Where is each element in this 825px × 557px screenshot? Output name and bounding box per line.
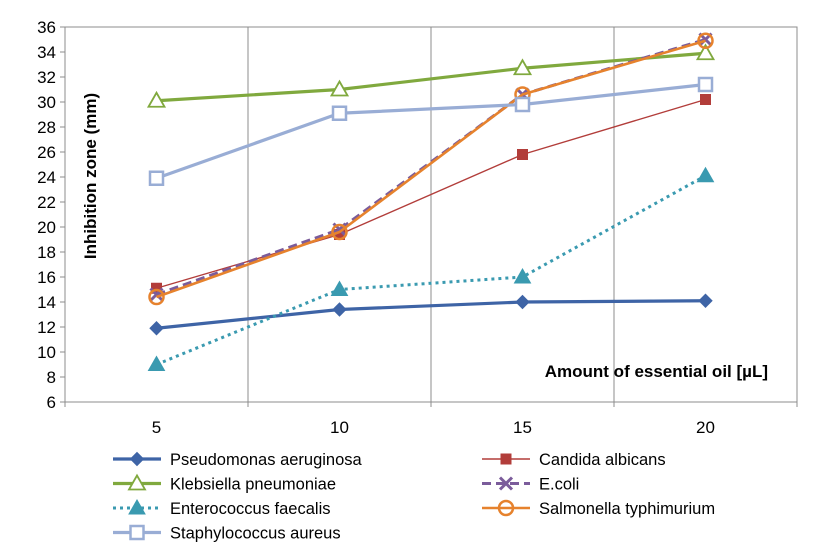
data-point (332, 302, 347, 317)
series-line (155, 82, 706, 180)
legend-label: E.coli (539, 476, 579, 494)
legend-label: Staphylococcus aureus (170, 525, 341, 543)
series-salmonella-typhimurium (148, 32, 714, 306)
data-point (331, 223, 348, 241)
y-tick-label: 26 (37, 143, 56, 162)
legend-entry: Staphylococcus aureus (113, 525, 341, 543)
legend-swatch-marker (129, 451, 145, 467)
legend-swatch-marker (498, 476, 514, 491)
data-point (148, 170, 165, 186)
legend-entry: Pseudomonas aeruginosa (113, 451, 363, 469)
y-tick-label: 14 (37, 293, 56, 312)
data-point (695, 43, 716, 61)
data-point (698, 293, 713, 308)
data-point (148, 288, 165, 306)
y-axis-title: Inhibition zone (mm) (81, 93, 100, 259)
x-tick-label: 5 (152, 418, 161, 437)
y-tick-label: 12 (37, 318, 56, 337)
legend-label: Klebsiella pneumoniae (170, 476, 336, 494)
legend-entry: Enterococcus faecalis (113, 498, 331, 518)
series-klebsiella-pneumoniae (146, 43, 716, 108)
legend-entry: Klebsiella pneumoniae (113, 473, 336, 494)
legend-swatch-marker (127, 473, 147, 491)
data-point (696, 166, 715, 183)
data-point (149, 321, 164, 336)
grid (247, 27, 615, 402)
legend-swatch-marker (497, 499, 515, 517)
y-tick-label: 20 (37, 218, 56, 237)
x-axis-title: Amount of essential oil [µL] (545, 362, 768, 381)
legend-label: Enterococcus faecalis (170, 500, 331, 518)
legend-label: Candida albicans (539, 451, 666, 469)
legend-entry: Salmonella typhimurium (482, 499, 715, 518)
legend: Pseudomonas aeruginosa Candida albicans Kl… (113, 451, 715, 543)
legend-swatch-marker (500, 453, 512, 465)
y-tick-label: 22 (37, 193, 56, 212)
data-point (515, 294, 530, 310)
series-enterococcus-faecalis (147, 166, 715, 371)
data-point (513, 267, 532, 284)
y-tick-label: 6 (47, 393, 56, 412)
y-tick-label: 30 (37, 93, 56, 112)
data-point (512, 58, 533, 76)
data-point (700, 94, 711, 105)
legend-entry: E.coli (482, 476, 579, 494)
labels: Inhibition zone (mm) Amount of essential… (81, 93, 768, 381)
data-point (331, 105, 348, 121)
axes: 6 8 10 12 14 16 18 20 22 24 26 28 30 32 34 36 5 10 15 20 (37, 18, 798, 437)
x-tick-label: 15 (513, 418, 532, 437)
data-point (697, 76, 714, 93)
y-tick-label: 28 (37, 118, 56, 137)
data-point (147, 355, 166, 371)
data-point (517, 149, 528, 160)
y-tick-label: 10 (37, 343, 56, 362)
series-line (156, 51, 706, 103)
series-line (155, 174, 707, 366)
data-point (146, 90, 167, 108)
y-tick-label: 18 (37, 243, 56, 262)
y-tick-label: 24 (37, 168, 56, 187)
data-point (514, 96, 531, 113)
series-line (156, 299, 706, 330)
y-tick-label: 8 (47, 368, 56, 387)
x-tick-label: 10 (330, 418, 349, 437)
legend-swatch-marker (129, 524, 145, 541)
y-tick-label: 16 (37, 268, 56, 287)
series-staphylococcus-aureus (148, 76, 714, 186)
series-group (146, 32, 716, 371)
series-pseudomonas-aeruginosa (149, 293, 713, 336)
y-tick-label: 32 (37, 68, 56, 87)
series-line (156, 39, 706, 299)
y-tick-label: 36 (37, 18, 56, 37)
y-tick-label: 34 (37, 43, 56, 62)
data-point (329, 79, 350, 97)
legend-entry: Candida albicans (482, 451, 666, 469)
legend-label: Pseudomonas aeruginosa (170, 451, 363, 469)
x-tick-label: 20 (696, 418, 715, 437)
data-point (330, 280, 349, 296)
legend-swatch-marker (128, 498, 146, 515)
data-point (697, 32, 714, 49)
series-line (156, 98, 706, 289)
legend-label: Salmonella typhimurium (539, 500, 715, 518)
